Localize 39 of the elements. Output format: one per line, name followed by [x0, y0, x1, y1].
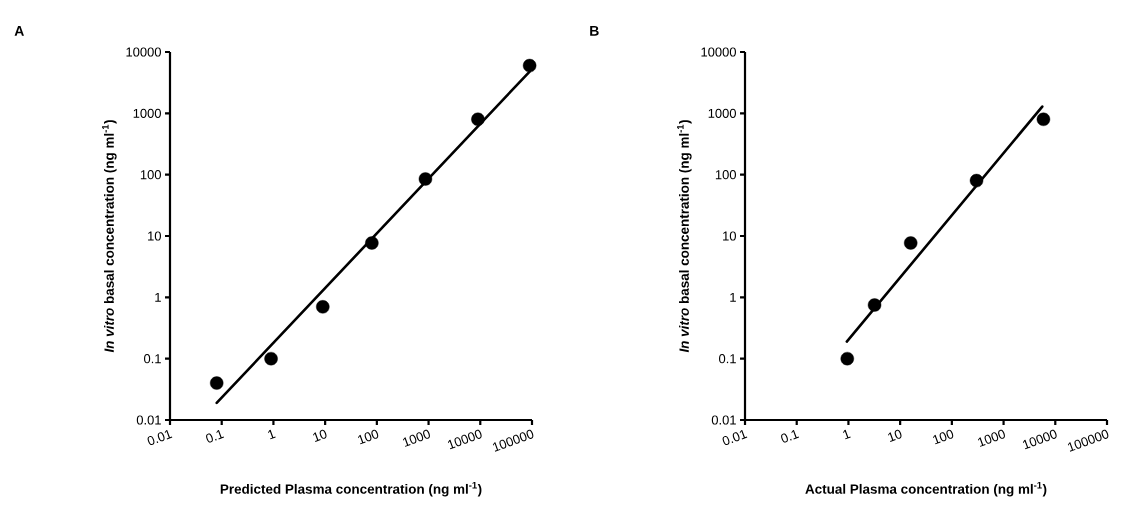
point [365, 236, 379, 250]
point [418, 172, 433, 186]
y-tick-label: 10000 [126, 47, 161, 57]
x-axis-title: Actual Plasma concentration (ng ml$^{-1}$) [805, 482, 1047, 497]
x-tick-label: 100 [933, 429, 954, 445]
y-tick-label: 10 [148, 231, 161, 241]
y-tick-label: 10 [723, 231, 736, 241]
y-tick-label: 100 [715, 170, 736, 180]
text: B [590, 26, 599, 36]
x-tick-label: 1000 [402, 429, 430, 447]
x-axis-title: Predicted Plasma concentration (ng ml$^{-1}$) [220, 482, 482, 497]
x-tick-label: 10000 [1022, 429, 1057, 450]
y-tick-label: 0.01 [136, 415, 161, 425]
x-tick-label: 0.1 [206, 429, 224, 443]
x-tick-label: 100 [358, 429, 379, 445]
y-tick-label: 1 [730, 292, 736, 302]
y-tick-label: 10000 [701, 47, 736, 57]
y-tick-label: 0.1 [143, 354, 161, 364]
point [522, 58, 537, 73]
x-tick-label: 1000 [977, 429, 1005, 447]
x-tick-label: 10 [888, 429, 902, 442]
y-tick-label: 0.01 [711, 415, 736, 425]
y-tick-label: 1000 [133, 108, 161, 118]
point [210, 376, 224, 390]
x-tick-label: 0.1 [781, 429, 800, 443]
y-axis-title: In vitro basal concentration (ng ml$^{-1}$) [677, 120, 692, 353]
point [264, 351, 278, 366]
x-tick-label: 1 [268, 429, 276, 440]
y-tick-label: 100 [140, 170, 161, 180]
y-tick-label: 1000 [708, 108, 736, 118]
text: A [14, 26, 24, 36]
x-tick-label: 10 [313, 429, 327, 442]
y-axis-title: In vitro basal concentration (ng ml$^{-1}$) [102, 120, 117, 353]
point [316, 300, 330, 314]
point [471, 112, 485, 126]
y-tick-label: 1 [155, 292, 161, 302]
x-tick-label: 1 [843, 429, 851, 440]
x-tick-label: 10000 [447, 429, 482, 450]
y-tick-label: 0.1 [719, 354, 736, 364]
